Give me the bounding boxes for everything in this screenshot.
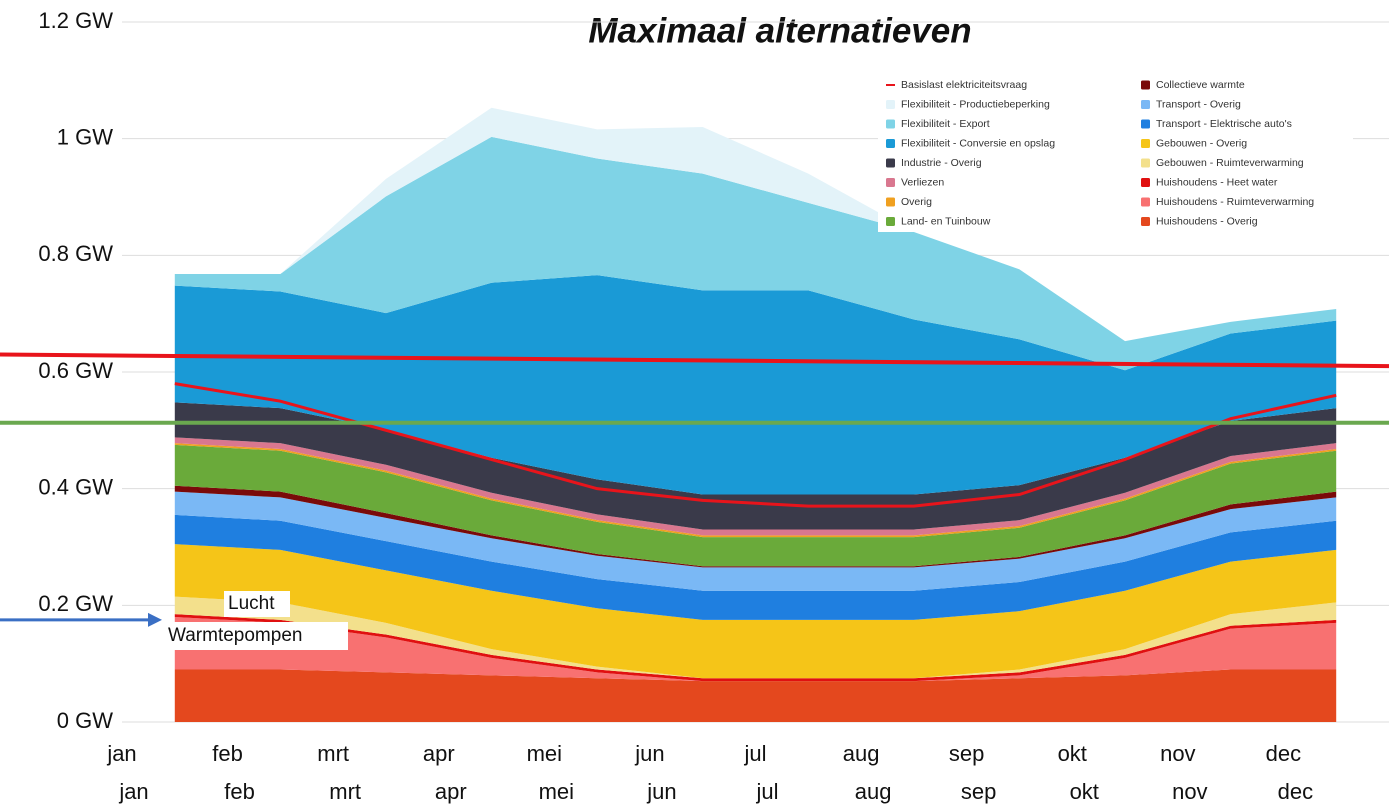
legend-label: Land- en Tuinbouw [901, 215, 991, 227]
legend-swatch [1141, 80, 1150, 90]
arrow-head [148, 612, 162, 627]
legend-label: Huishoudens - Heet water [1156, 176, 1278, 188]
x-tick-label-secondary: okt [1070, 779, 1099, 804]
x-tick-label-secondary: sep [961, 779, 996, 804]
x-tick-label-secondary: jun [646, 779, 676, 804]
y-tick-label: 0.8 GW [38, 241, 113, 266]
x-tick-label: apr [423, 741, 455, 766]
x-tick-label-secondary: apr [435, 779, 467, 804]
y-tick-label: 0.4 GW [38, 474, 113, 499]
legend-swatch [886, 139, 895, 148]
area [174, 514, 1337, 620]
legend-swatch [886, 119, 895, 129]
area [174, 491, 1337, 591]
x-tick-label-secondary: feb [224, 779, 255, 804]
x-tick-label: dec [1266, 741, 1301, 766]
legend-swatch [886, 178, 895, 187]
area [174, 485, 1337, 568]
legend: Basislast elektriciteitsvraag Flexibilite… [878, 72, 1353, 232]
area [174, 136, 1337, 371]
annotation: Warmtepompen [168, 625, 302, 646]
legend-background [878, 72, 1353, 232]
y-tick-label: 1 GW [57, 124, 113, 149]
area [174, 617, 1337, 682]
y-tick-label: 0 GW [57, 708, 113, 733]
annotation-box [165, 622, 348, 650]
x-tick-label: aug [843, 741, 880, 766]
legend-label: Industrie - Overig [901, 157, 982, 169]
y-tick-label: 0.2 GW [38, 591, 113, 616]
x-tick-label-secondary: mei [539, 779, 574, 804]
legend-swatch [1141, 197, 1150, 207]
legend-label: Flexibiliteit - Export [901, 118, 990, 130]
legend-swatch [1141, 119, 1150, 129]
x-tick-label-secondary: dec [1278, 779, 1313, 804]
area [174, 444, 1337, 567]
x-tick-label: jun [634, 741, 664, 766]
x-tick-label-secondary: aug [855, 779, 892, 804]
y-tick-label: 1.2 GW [38, 8, 113, 33]
x-tick-label: nov [1160, 741, 1195, 766]
area [174, 437, 1337, 536]
area [174, 669, 1337, 722]
reference-line [0, 352, 1389, 369]
x-tick-label: jan [106, 741, 136, 766]
legend-label: Overig [901, 196, 932, 208]
line [174, 382, 1337, 508]
x-tick-label: jul [743, 741, 766, 766]
x-tick-label: feb [212, 741, 243, 766]
legend-label: Flexibiliteit - Productiebeperking [901, 98, 1050, 110]
x-tick-label-secondary: mrt [329, 779, 361, 804]
legend-swatch [1141, 217, 1150, 226]
legend-label: Collectieve warmte [1156, 79, 1245, 91]
y-tick-label: 0.6 GW [38, 358, 113, 383]
legend-label: Transport - Elektrische auto's [1156, 118, 1292, 130]
chart-title: Maximaal alternatieven [588, 11, 971, 50]
legend-label: Gebouwen - Ruimteverwarming [1156, 157, 1304, 169]
legend-swatch [886, 158, 895, 168]
area [174, 443, 1337, 538]
legend-label: Huishoudens - Overig [1156, 215, 1258, 227]
x-tick-label-secondary: jul [755, 779, 778, 804]
legend-swatch [886, 100, 895, 109]
legend-swatch [886, 197, 895, 207]
legend-label: Huishoudens - Ruimteverwarming [1156, 196, 1314, 208]
legend-swatch [1141, 100, 1150, 109]
area [174, 107, 1337, 342]
legend-label: Verliezen [901, 176, 944, 188]
legend-label: Basislast elektriciteitsvraag [901, 79, 1027, 91]
x-tick-label: mei [527, 741, 562, 766]
area [174, 402, 1337, 530]
legend-swatch [1141, 158, 1150, 168]
legend-swatch [886, 217, 895, 226]
x-tick-label: okt [1058, 741, 1087, 766]
legend-swatch [1141, 139, 1150, 148]
legend-label: Transport - Overig [1156, 98, 1241, 110]
x-tick-label: mrt [317, 741, 349, 766]
area [174, 275, 1337, 495]
area [174, 596, 1337, 679]
x-tick-label: sep [949, 741, 984, 766]
x-tick-label-secondary: nov [1172, 779, 1207, 804]
annotation: Lucht [228, 593, 275, 614]
annotation-box [224, 591, 290, 617]
legend-label: Flexibiliteit - Conversie en opslag [901, 137, 1055, 149]
x-tick-label-secondary: jan [118, 779, 148, 804]
legend-label: Gebouwen - Overig [1156, 137, 1247, 149]
legend-swatch [1141, 178, 1150, 187]
area [174, 544, 1337, 679]
